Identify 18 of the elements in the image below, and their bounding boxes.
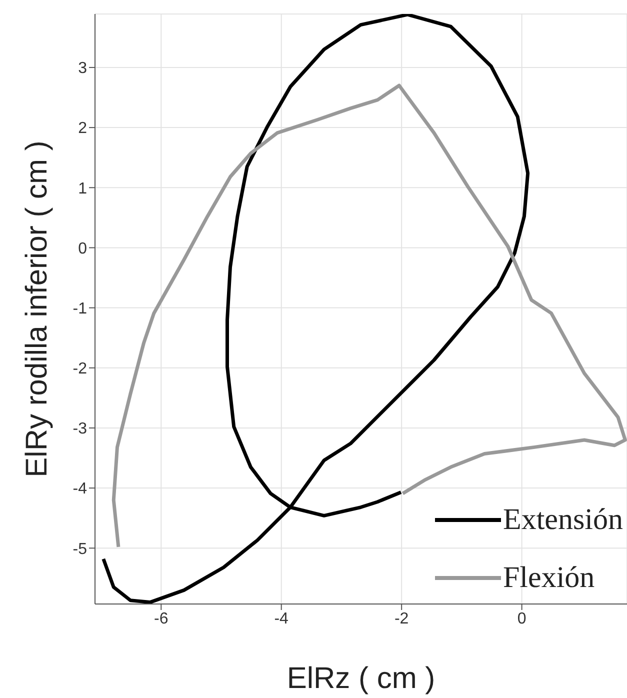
y-tick-label: -1	[72, 300, 88, 318]
x-tick-label: -4	[274, 610, 289, 628]
y-axis-title: ElRy rodilla inferior ( cm )	[20, 140, 54, 478]
y-tick-label: -3	[72, 420, 88, 438]
y-tick-label: 2	[78, 120, 88, 138]
y-tick-label: 1	[78, 180, 88, 198]
x-axis-title: ElRz ( cm )	[286, 662, 436, 695]
y-tick-label: 3	[78, 60, 88, 78]
legend-label: Extensión	[503, 502, 623, 538]
y-tick-label: 0	[78, 240, 88, 258]
y-tick-label: -4	[72, 480, 88, 498]
legend-label: Flexión	[503, 560, 595, 596]
y-tick-label: -5	[72, 540, 88, 558]
x-tick-label: -2	[394, 610, 409, 628]
x-tick-label: -6	[154, 610, 168, 628]
y-tick-label: -2	[72, 360, 88, 378]
x-tick-label: 0	[517, 610, 526, 628]
line-series	[112, 84, 627, 549]
